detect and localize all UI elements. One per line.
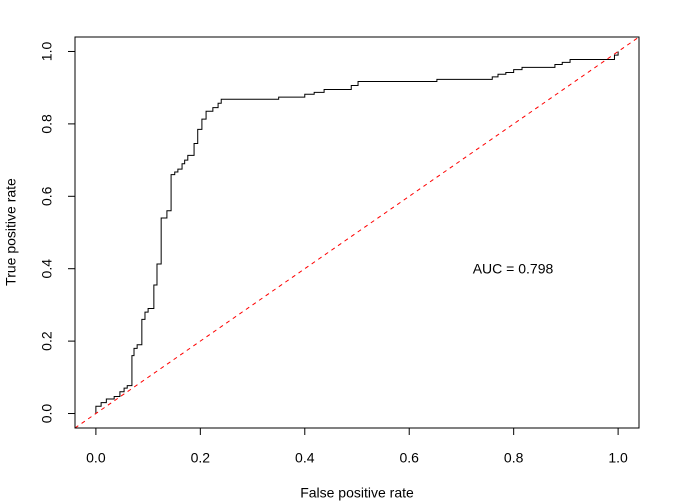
y-tick-label: 1.0: [39, 42, 55, 62]
x-axis-label: False positive rate: [300, 485, 414, 501]
x-tick-label: 1.0: [608, 450, 628, 466]
y-tick-label: 0.6: [39, 186, 55, 206]
x-tick-label: 0.4: [295, 450, 315, 466]
y-axis-label: True positive rate: [3, 178, 19, 286]
y-tick-label: 0.2: [39, 331, 55, 351]
y-tick-label: 0.4: [39, 259, 55, 279]
annotation: AUC = 0.798: [473, 261, 554, 277]
x-tick-label: 0.8: [504, 450, 524, 466]
y-tick-label: 0.8: [39, 114, 55, 134]
reference-line: [75, 37, 639, 428]
x-tick-label: 0.2: [191, 450, 211, 466]
x-tick-label: 0.6: [399, 450, 419, 466]
plot-frame: [74, 36, 640, 429]
y-tick-label: 0.0: [39, 404, 55, 424]
roc-curve: [95, 51, 619, 414]
x-tick-label: 0.0: [86, 450, 106, 466]
